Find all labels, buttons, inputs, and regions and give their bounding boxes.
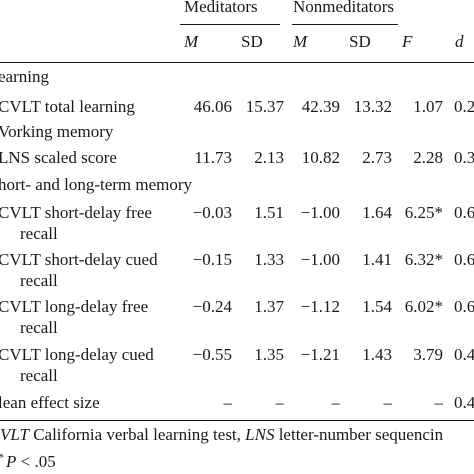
cell-d: 0.2 <box>454 97 474 116</box>
cell-m2: – <box>331 393 341 412</box>
footnote-abbr-lns: LNS <box>245 425 275 444</box>
group-header-nonmeditators: Nonmeditators <box>293 0 395 16</box>
footnote-significance: *P < .05 <box>0 450 56 472</box>
footnote-abbr-cvlt: VLT <box>0 425 29 444</box>
group-rule-meditators <box>180 24 280 25</box>
cell-f: 3.79 <box>413 345 443 364</box>
section-heading: Vorking memory <box>0 122 114 141</box>
cell-sd2: 1.43 <box>362 345 392 364</box>
cell-d: 0.4 <box>454 393 474 412</box>
cell-f: 6.32* <box>404 250 443 269</box>
cell-f: – <box>434 393 444 412</box>
cell-d: 0.3 <box>454 148 474 167</box>
row-label-continuation: recall <box>20 318 58 337</box>
cell-d: 0.6 <box>454 297 474 316</box>
cell-f: 6.02* <box>404 297 443 316</box>
footnote-p: P <box>6 452 17 471</box>
row-label: CVLT short-delay free <box>0 203 152 222</box>
cell-sd1: 2.13 <box>254 148 284 167</box>
cell-sd2: – <box>383 393 393 412</box>
col-header-sd-meditators: SD <box>241 32 263 51</box>
cell-m1: 11.73 <box>194 148 232 167</box>
cell-sd2: 1.54 <box>362 297 392 316</box>
cell-f: 6.25* <box>404 203 443 222</box>
cell-m2: −1.12 <box>300 297 340 316</box>
col-header-m-nonmeditators: M <box>293 32 308 51</box>
cell-sd2: 2.73 <box>362 148 392 167</box>
section-heading: hort- and long-term memory <box>0 175 193 194</box>
cell-sd2: 1.41 <box>362 250 392 269</box>
row-label: CVLT long-delay free <box>0 297 149 316</box>
cell-f: 2.28 <box>413 148 443 167</box>
footnote-abbreviations: VLT California verbal learning test, LNS… <box>0 425 443 445</box>
header-rule <box>0 62 474 63</box>
cell-m1: −0.24 <box>192 297 232 316</box>
cell-f: 1.07 <box>413 97 443 116</box>
cell-m2: 10.82 <box>301 148 340 167</box>
cell-d: 0.6 <box>454 250 474 269</box>
col-header-f: F <box>402 32 413 51</box>
bottom-rule <box>0 420 474 421</box>
cell-m1: −0.03 <box>192 203 232 222</box>
cell-m2: −1.00 <box>300 203 340 222</box>
col-header-sd-nonmeditators: SD <box>349 32 371 51</box>
footnote-def-lns: letter-number sequencin <box>274 425 444 444</box>
row-label-continuation: recall <box>20 271 58 290</box>
col-header-d: d <box>455 32 464 51</box>
cell-d: 0.4 <box>454 345 474 364</box>
row-label: CVLT short-delay cued <box>0 250 158 269</box>
row-label: CVLT total learning <box>0 97 135 116</box>
cell-m2: −1.00 <box>300 250 340 269</box>
group-header-meditators: Meditators <box>184 0 258 16</box>
row-label: LNS scaled score <box>0 148 117 167</box>
cell-sd1: 1.33 <box>254 250 284 269</box>
cell-sd2: 13.32 <box>353 97 392 116</box>
cell-sd2: 1.64 <box>362 203 392 222</box>
col-header-m-meditators: M <box>184 32 199 51</box>
cell-d: 0.6 <box>454 203 474 222</box>
row-label-continuation: recall <box>20 224 58 243</box>
row-label-continuation: recall <box>20 366 58 385</box>
cell-m1: – <box>223 393 233 412</box>
cell-m1: −0.15 <box>192 250 232 269</box>
cell-sd1: 1.51 <box>254 203 284 222</box>
cell-sd1: 15.37 <box>245 97 284 116</box>
cell-sd1: 1.37 <box>254 297 284 316</box>
cell-m1: −0.55 <box>192 345 232 364</box>
row-label: CVLT long-delay cued <box>0 345 154 364</box>
cell-sd1: 1.35 <box>254 345 284 364</box>
cell-m2: 42.39 <box>301 97 340 116</box>
row-label: lean effect size <box>0 393 100 412</box>
cell-sd1: – <box>275 393 285 412</box>
cell-m1: 46.06 <box>193 97 232 116</box>
footnote-def-cvlt: California verbal learning test, <box>28 425 246 444</box>
footnote-p-threshold: < .05 <box>16 452 56 471</box>
footnote-asterisk: * <box>0 447 4 467</box>
group-rule-nonmeditators <box>292 24 398 25</box>
cell-m2: −1.21 <box>300 345 340 364</box>
section-heading: earning <box>0 67 49 86</box>
